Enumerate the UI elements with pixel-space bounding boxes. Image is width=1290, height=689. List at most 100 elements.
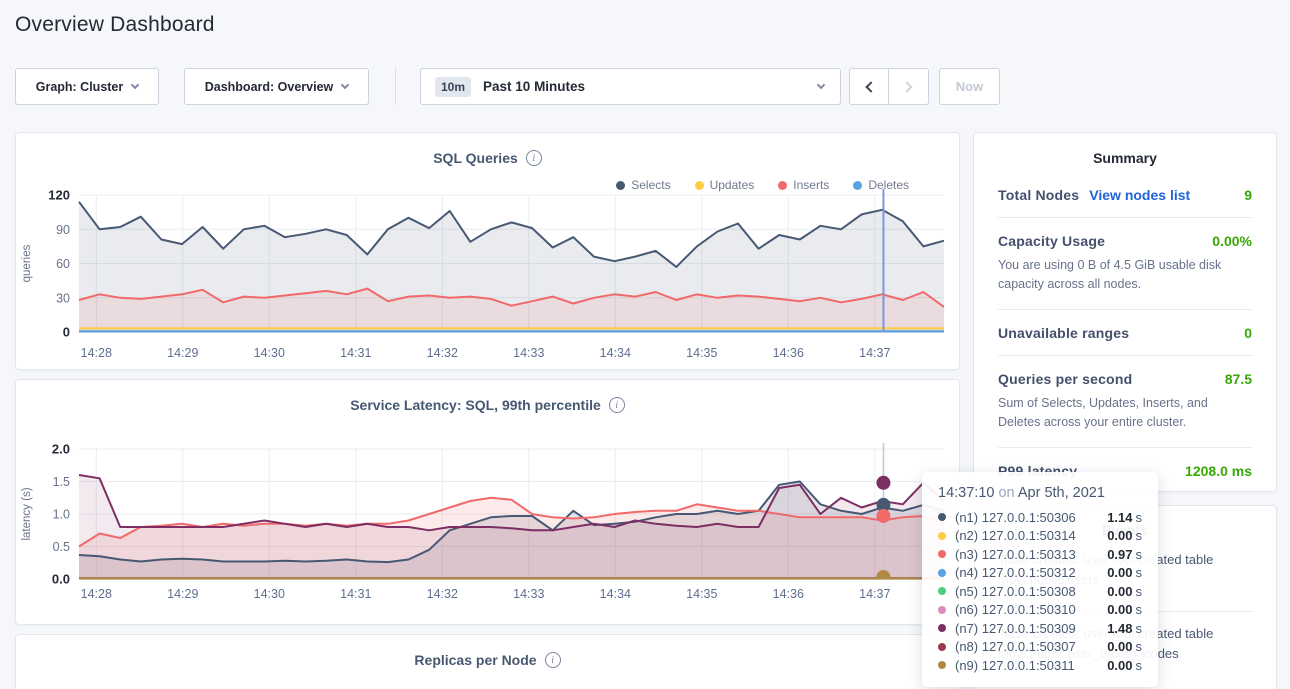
node-color-dot: [938, 513, 946, 521]
node-latency-unit: s: [1136, 510, 1143, 525]
time-range-badge: 10m: [435, 77, 471, 97]
chevron-right-icon: [901, 81, 912, 92]
chart-hover-tooltip: 14:37:10 on Apr 5th, 2021 (n1) 127.0.0.1…: [922, 472, 1158, 687]
sql-queries-chart[interactable]: 030609012014:2814:2914:3014:3114:3214:33…: [16, 187, 961, 370]
node-latency-value: 0.97: [1107, 547, 1132, 562]
svg-text:14:32: 14:32: [427, 346, 458, 360]
node-latency-value: 1.48: [1107, 621, 1132, 636]
node-latency-value: 0.00: [1107, 565, 1132, 580]
svg-text:latency (s): latency (s): [21, 487, 33, 540]
info-icon[interactable]: i: [545, 652, 561, 668]
svg-text:30: 30: [56, 291, 70, 305]
tooltip-node-row: (n9) 127.0.0.1:50311 0.00 s: [938, 656, 1142, 675]
tooltip-date: Apr 5th, 2021: [1018, 485, 1105, 501]
node-latency-unit: s: [1136, 639, 1143, 654]
graph-scope-dropdown[interactable]: Graph: Cluster: [15, 68, 159, 105]
info-icon[interactable]: i: [609, 397, 625, 413]
tooltip-node-row: (n4) 127.0.0.1:50312 0.00 s: [938, 564, 1142, 583]
svg-text:14:29: 14:29: [167, 346, 198, 360]
svg-text:14:29: 14:29: [167, 587, 198, 601]
tooltip-node-row: (n3) 127.0.0.1:503130.97s: [938, 545, 1142, 564]
chevron-down-icon: [341, 80, 349, 88]
svg-text:14:30: 14:30: [254, 587, 285, 601]
node-address: (n1) 127.0.0.1:50306: [955, 510, 1076, 525]
svg-text:120: 120: [48, 188, 70, 203]
view-nodes-list-link[interactable]: View nodes list: [1089, 187, 1190, 203]
tooltip-node-row: (n6) 127.0.0.1:503100.00s: [938, 601, 1142, 620]
node-address: (n9) 127.0.0.1:50311: [955, 658, 1075, 673]
summary-row-unavailable: Unavailable ranges 0: [998, 310, 1252, 356]
qps-desc: Sum of Selects, Updates, Inserts, and De…: [998, 394, 1252, 433]
tooltip-timestamp: 14:37:10 on Apr 5th, 2021: [938, 485, 1142, 501]
svg-text:14:34: 14:34: [600, 587, 631, 601]
svg-text:0: 0: [63, 325, 70, 340]
node-color-dot: [938, 532, 946, 540]
tooltip-on: on: [998, 485, 1014, 501]
service-latency-chart[interactable]: 0.00.51.01.52.014:2814:2914:3014:3114:32…: [16, 440, 961, 609]
node-latency-value: 0.00: [1107, 658, 1132, 673]
node-color-dot: [938, 661, 946, 669]
svg-text:1.0: 1.0: [53, 508, 70, 522]
svg-text:14:32: 14:32: [427, 587, 458, 601]
info-icon[interactable]: i: [526, 150, 542, 166]
node-latency-value: 0.00: [1107, 602, 1132, 617]
time-next-button[interactable]: [889, 68, 929, 105]
node-color-dot: [938, 643, 946, 651]
node-latency-value: 1.14: [1107, 510, 1132, 525]
dashboard-dropdown[interactable]: Dashboard: Overview: [184, 68, 369, 105]
capacity-usage-value: 0.00%: [1212, 233, 1252, 249]
page-title: Overview Dashboard: [15, 13, 215, 37]
now-button[interactable]: Now: [939, 68, 1000, 105]
svg-text:14:28: 14:28: [81, 346, 112, 360]
time-prev-button[interactable]: [849, 68, 889, 105]
tooltip-node-rows: (n1) 127.0.0.1:503061.14s(n2) 127.0.0.1:…: [938, 508, 1142, 675]
tooltip-node-row: (n2) 127.0.0.1:503140.00s: [938, 527, 1142, 546]
time-range-dropdown[interactable]: 10m Past 10 Minutes: [420, 68, 841, 105]
service-latency-chart-title: Service Latency: SQL, 99th percentile: [350, 397, 601, 413]
tooltip-node-row: (n7) 127.0.0.1:503091.48s: [938, 619, 1142, 638]
qps-label: Queries per second: [998, 371, 1132, 387]
svg-text:14:35: 14:35: [686, 587, 717, 601]
svg-text:2.0: 2.0: [52, 442, 70, 457]
service-latency-card: Service Latency: SQL, 99th percentile i …: [15, 379, 960, 625]
svg-text:14:36: 14:36: [773, 346, 804, 360]
svg-text:1.5: 1.5: [53, 475, 70, 489]
node-latency-unit: s: [1136, 584, 1143, 599]
summary-row-qps: Queries per second 87.5 Sum of Selects, …: [998, 356, 1252, 448]
node-latency-unit: s: [1136, 565, 1143, 580]
node-address: (n7) 127.0.0.1:50309: [955, 621, 1076, 636]
qps-value: 87.5: [1225, 371, 1252, 387]
summary-panel: Summary Total Nodes View nodes list 9 Ca…: [973, 132, 1277, 492]
svg-text:14:31: 14:31: [340, 346, 371, 360]
svg-text:14:33: 14:33: [513, 587, 544, 601]
summary-heading: Summary: [974, 133, 1276, 172]
svg-text:14:36: 14:36: [773, 587, 804, 601]
svg-text:14:30: 14:30: [254, 346, 285, 360]
total-nodes-value: 9: [1244, 187, 1252, 203]
node-latency-unit: s: [1136, 658, 1143, 673]
node-latency-value: 0.00: [1107, 639, 1132, 654]
node-latency-value: 0.00: [1107, 584, 1132, 599]
summary-row-total-nodes: Total Nodes View nodes list 9: [998, 172, 1252, 218]
tooltip-node-row: (n1) 127.0.0.1:50306 1.14 s: [938, 508, 1142, 527]
replicas-chart-title: Replicas per Node: [414, 652, 536, 668]
time-range-label: Past 10 Minutes: [483, 79, 585, 94]
controls-divider: [395, 68, 396, 105]
svg-text:14:37: 14:37: [859, 587, 890, 601]
svg-text:14:28: 14:28: [81, 587, 112, 601]
graph-scope-label: Graph: Cluster: [36, 80, 124, 94]
dashboard-label: Dashboard: Overview: [205, 80, 334, 94]
unavailable-ranges-label: Unavailable ranges: [998, 325, 1129, 341]
svg-text:14:33: 14:33: [513, 346, 544, 360]
svg-text:60: 60: [56, 257, 70, 271]
node-address: (n2) 127.0.0.1:50314: [955, 528, 1076, 543]
capacity-usage-label: Capacity Usage: [998, 233, 1105, 249]
svg-text:14:35: 14:35: [686, 346, 717, 360]
sql-queries-card: SQL Queries i SelectsUpdatesInsertsDelet…: [15, 132, 960, 370]
svg-text:14:34: 14:34: [600, 346, 631, 360]
node-address: (n4) 127.0.0.1:50312: [955, 565, 1076, 580]
node-color-dot: [938, 550, 946, 558]
capacity-usage-desc: You are using 0 B of 4.5 GiB usable disk…: [998, 256, 1252, 295]
svg-text:0.0: 0.0: [52, 572, 70, 587]
node-latency-unit: s: [1136, 547, 1143, 562]
